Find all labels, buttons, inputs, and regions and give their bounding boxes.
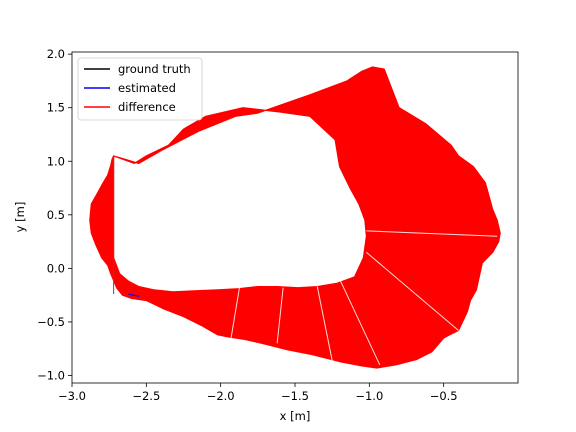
- difference-area: [89, 66, 501, 369]
- x-axis-ticks: −3.0 −2.5 −2.0 −1.5 −1.0 −0.5: [58, 383, 458, 403]
- y-tick-label: 1.0: [47, 154, 65, 168]
- x-tick-label: −1.5: [281, 389, 309, 403]
- difference-region: [89, 66, 501, 369]
- series-layer: [113, 108, 367, 297]
- y-tick-label: 2.0: [47, 47, 65, 61]
- legend-label-estimated: estimated: [118, 81, 176, 95]
- x-tick-label: −2.5: [132, 389, 160, 403]
- y-tick-label: −1.0: [37, 369, 65, 383]
- x-tick-label: −0.5: [430, 389, 458, 403]
- legend-label-ground-truth: ground truth: [118, 62, 191, 76]
- difference-highlight-line: [316, 286, 333, 361]
- x-tick-label: −3.0: [58, 389, 86, 403]
- series-ground-truth-line: [114, 108, 367, 292]
- legend-label-difference: difference: [118, 100, 176, 114]
- difference-highlight-line: [339, 278, 381, 366]
- x-tick-label: −2.0: [207, 389, 235, 403]
- y-axis-label: y [m]: [13, 202, 27, 233]
- difference-highlight-line: [366, 251, 459, 331]
- y-tick-label: −0.5: [37, 315, 65, 329]
- legend-box: [77, 57, 203, 121]
- difference-highlight-line: [230, 284, 241, 339]
- legend: ground truth estimated difference: [77, 57, 203, 121]
- x-tick-label: −1.0: [355, 389, 383, 403]
- y-axis-ticks: −1.0 −0.5 0.0 0.5 1.0 1.5 2.0: [37, 47, 72, 383]
- difference-highlight-line: [366, 230, 498, 237]
- x-axis-label: x [m]: [280, 409, 311, 423]
- y-tick-label: 0.5: [47, 208, 65, 222]
- y-tick-label: 1.5: [47, 101, 65, 115]
- y-tick-label: 0.0: [47, 261, 65, 275]
- estimated-visible-segment: [128, 293, 140, 297]
- highlight-lines: [230, 230, 498, 366]
- difference-highlight-line: [276, 287, 284, 344]
